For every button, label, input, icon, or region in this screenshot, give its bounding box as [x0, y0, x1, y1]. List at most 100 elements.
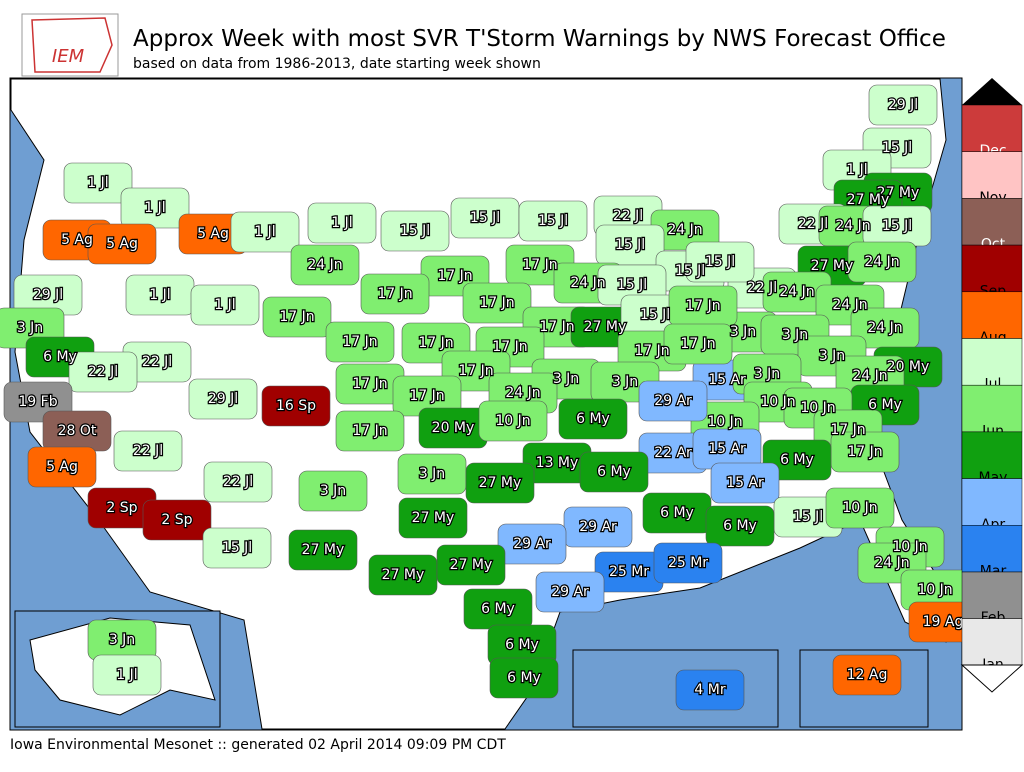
region-label: 6 My: [868, 397, 902, 413]
region-label: 1 Jl: [254, 224, 275, 240]
region-label: 3 Jn: [612, 374, 638, 390]
region-label: 1 Jl: [846, 162, 867, 178]
region-label: 15 Jl: [793, 509, 823, 525]
region-label: 17 Jn: [279, 309, 314, 325]
region-label: 17 Jn: [352, 423, 387, 439]
region-label: 19 Ag: [923, 614, 964, 630]
region-label: 27 My: [811, 258, 854, 274]
logo-text: IEM: [52, 46, 85, 67]
region: [638, 380, 708, 422]
region: [465, 462, 535, 504]
region-label: 24 Jn: [832, 297, 867, 313]
hawaii-inset: [572, 649, 779, 728]
region-label: 22 Jl: [747, 280, 777, 296]
region: [325, 321, 395, 363]
region-label: 22 Jl: [223, 474, 253, 490]
region-label: 15 Jl: [882, 218, 912, 234]
region-label: 17 Jn: [437, 268, 472, 284]
region: [489, 657, 559, 699]
region-label: 5 Ag: [61, 232, 93, 248]
colorbar-segment: [961, 525, 1023, 573]
region: [360, 273, 430, 315]
logo-outline: [31, 17, 113, 73]
colorbar-segment: [961, 478, 1023, 526]
region-label: 6 My: [576, 411, 610, 427]
region-label: 17 Jn: [492, 339, 527, 355]
colorbar-segment: [961, 244, 1023, 293]
region-label: 15 Ar: [726, 475, 764, 491]
region-label: 27 My: [302, 542, 345, 558]
region-label: 10 Jn: [707, 414, 742, 430]
region-label: 28 Ot: [58, 423, 97, 439]
region: [188, 378, 258, 420]
region-label: 24 Jn: [307, 257, 342, 273]
region-label: 24 Jn: [505, 385, 540, 401]
region-label: 17 Jn: [479, 295, 514, 311]
region-label: 10 Jn: [917, 582, 952, 598]
region-label: 15 Ar: [708, 372, 746, 388]
region: [202, 527, 272, 569]
region-label: 15 Jl: [615, 237, 645, 253]
region-label: 15 Jl: [882, 140, 912, 156]
region-label: 24 Jn: [779, 284, 814, 300]
region-label: 17 Jn: [685, 298, 720, 314]
region-label: 15 Jl: [538, 213, 568, 229]
region-label: 25 Mr: [609, 564, 649, 580]
colorbar: DecNovOctSepAugJulJunMayAprMarFebJan: [961, 104, 1023, 673]
region-label: 6 My: [481, 601, 515, 617]
colorbar-segment: [961, 338, 1023, 386]
region-label: 10 Jn: [495, 413, 530, 429]
region-label: 12 Ag: [847, 667, 888, 683]
region-label: 20 My: [432, 420, 475, 436]
region-label: 6 My: [597, 464, 631, 480]
colorbar-bottom: [960, 664, 1024, 693]
region: [288, 529, 358, 571]
region: [298, 470, 368, 512]
region: [675, 669, 745, 711]
region: [825, 487, 895, 529]
region: [190, 284, 260, 326]
region-label: 15 Jl: [470, 210, 500, 226]
region: [262, 296, 332, 338]
colorbar-segment: [961, 618, 1023, 666]
region-label: 1 Jl: [87, 175, 108, 191]
region: [847, 241, 917, 283]
region: [705, 505, 775, 547]
region: [868, 84, 938, 126]
region-label: 22 Jl: [798, 216, 828, 232]
region-label: 27 My: [382, 567, 425, 583]
title: Approx Week with most SVR T'Storm Warnin…: [133, 26, 946, 52]
region-label: 24 Jn: [867, 320, 902, 336]
region-label: 17 Jn: [418, 335, 453, 351]
region-label: 17 Jn: [634, 343, 669, 359]
region-label: 22 Jl: [133, 443, 163, 459]
region-label: 27 My: [412, 510, 455, 526]
footer: Iowa Environmental Mesonet :: generated …: [10, 737, 506, 753]
region-label: 29 Jl: [208, 391, 238, 407]
region-label: 6 My: [780, 452, 814, 468]
region: [398, 497, 468, 539]
region-label: 29 Jl: [33, 287, 63, 303]
region: [436, 544, 506, 586]
region-label: 22 Ar: [654, 445, 692, 461]
regions: [0, 84, 978, 643]
region-label: 3 Jn: [17, 320, 43, 336]
colorbar-top: [962, 78, 1022, 105]
region: [535, 571, 605, 613]
region: [230, 211, 300, 253]
colorbar-segment: [961, 104, 1023, 152]
region-label: 17 Jn: [342, 334, 377, 350]
region-label: 6 My: [505, 637, 539, 653]
region: [63, 162, 133, 204]
region-label: 10 Jn: [892, 539, 927, 555]
region: [710, 462, 780, 504]
region-label: 3 Jn: [320, 483, 346, 499]
region: [203, 461, 273, 503]
region-label: 25 Mr: [668, 555, 708, 571]
region-label: 24 Jn: [864, 254, 899, 270]
region-label: 27 My: [584, 319, 627, 335]
region-label: 15 Jl: [617, 277, 647, 293]
region: [663, 323, 733, 365]
